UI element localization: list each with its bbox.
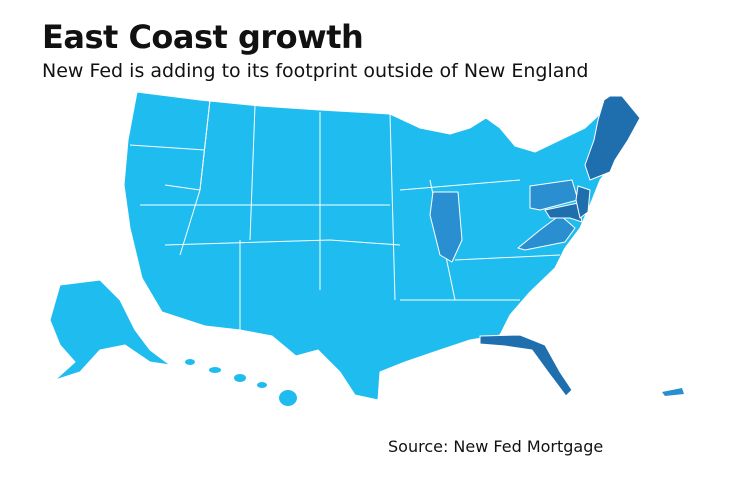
virginia <box>517 214 576 251</box>
new-jersey <box>575 185 591 219</box>
usa-map <box>49 91 684 406</box>
source: Source: New Fed Mortgage <box>388 437 604 456</box>
island <box>234 374 246 382</box>
hawaii <box>185 359 297 406</box>
island <box>185 359 195 365</box>
alaska <box>49 279 171 381</box>
lower-48 <box>123 91 641 401</box>
title: East Coast growth <box>42 18 364 56</box>
maryland-delaware <box>544 202 583 223</box>
island <box>279 390 297 406</box>
pennsylvania <box>529 179 579 211</box>
subtitle: New Fed is adding to its footprint outsi… <box>42 60 589 82</box>
illinois <box>429 191 463 263</box>
island <box>257 382 267 388</box>
puerto-rico <box>662 388 684 396</box>
new-england <box>584 95 641 181</box>
island <box>209 367 221 373</box>
florida <box>479 334 573 397</box>
